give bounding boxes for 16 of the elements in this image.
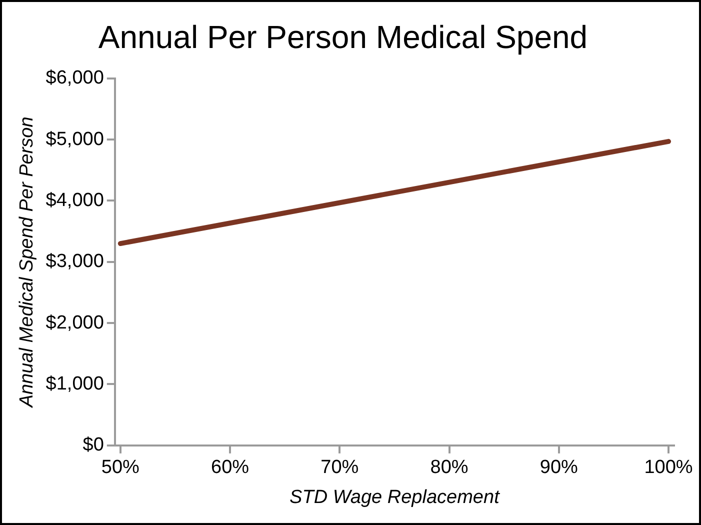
chart-title: Annual Per Person Medical Spend bbox=[98, 19, 588, 56]
y-tick-label: $1,000 bbox=[46, 373, 104, 394]
y-tick-label: $3,000 bbox=[46, 251, 104, 272]
y-tick-label: $2,000 bbox=[46, 312, 104, 334]
y-tick-label: $5,000 bbox=[46, 128, 104, 150]
y-tick-label: $6,000 bbox=[46, 68, 104, 89]
x-tick-label: 50% bbox=[101, 457, 140, 478]
x-axis-title: STD Wage Replacement bbox=[290, 486, 500, 508]
x-tick-label: 90% bbox=[540, 457, 578, 478]
y-tick-label: $0 bbox=[82, 434, 104, 456]
x-tick-label: 100% bbox=[644, 457, 693, 478]
x-tick-label: 60% bbox=[211, 457, 250, 478]
x-tick-label: 70% bbox=[320, 457, 359, 478]
x-tick-label: 80% bbox=[430, 457, 468, 478]
y-tick-label: $4,000 bbox=[46, 190, 104, 211]
y-axis-title: Annual Medical Spend Per Person bbox=[16, 116, 38, 408]
